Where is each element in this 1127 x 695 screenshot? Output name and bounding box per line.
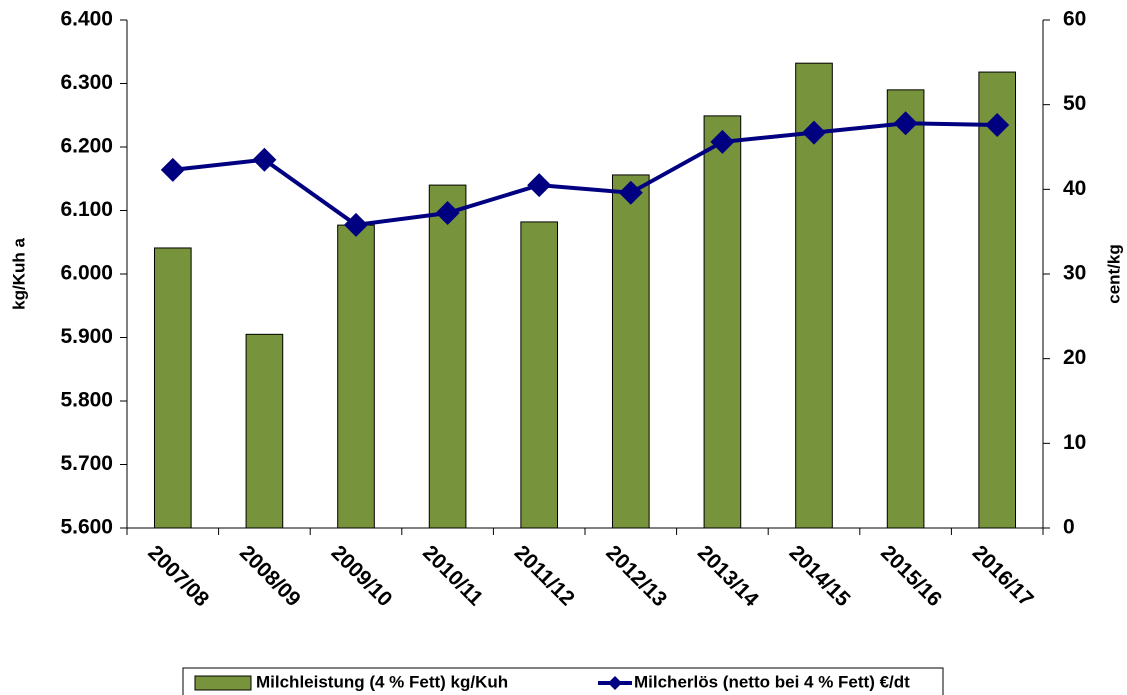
bar bbox=[337, 224, 375, 529]
y2-tick-label: 10 bbox=[1063, 431, 1086, 454]
x-tick-label: 2008/09 bbox=[235, 541, 305, 611]
y-tick-label: 5.800 bbox=[60, 389, 113, 412]
y2-tick-label: 0 bbox=[1063, 516, 1075, 539]
legend-label: Milchleistung (4 % Fett) kg/Kuh bbox=[256, 672, 508, 691]
y-tick-label: 5.600 bbox=[60, 516, 113, 539]
bar bbox=[520, 221, 559, 529]
legend-marker bbox=[608, 676, 622, 690]
y-tick-label: 6.000 bbox=[60, 262, 113, 285]
y-tick-label: 6.400 bbox=[60, 8, 113, 31]
y-tick-label: 5.700 bbox=[60, 452, 113, 475]
y2-tick-label: 40 bbox=[1063, 177, 1086, 200]
bar bbox=[611, 174, 650, 529]
bar bbox=[886, 89, 925, 529]
y-tick-label: 6.200 bbox=[60, 135, 113, 158]
x-tick-label: 2009/10 bbox=[327, 541, 397, 611]
marker bbox=[985, 112, 1010, 137]
marker bbox=[527, 173, 552, 198]
bar bbox=[703, 115, 742, 529]
marker bbox=[435, 201, 460, 226]
marker bbox=[618, 180, 643, 205]
x-tick-label: 2013/14 bbox=[693, 541, 763, 611]
bar bbox=[428, 184, 467, 529]
x-tick-label: 2012/13 bbox=[601, 541, 671, 611]
x-tick-label: 2014/15 bbox=[785, 541, 855, 611]
marker bbox=[160, 157, 185, 182]
y2-tick-label: 20 bbox=[1063, 346, 1086, 369]
marker bbox=[802, 120, 826, 145]
y2-tick-label: 60 bbox=[1063, 8, 1086, 31]
legend-label: Milcherlös (netto bei 4 % Fett) €/dt bbox=[634, 672, 910, 691]
line bbox=[172, 121, 998, 227]
bar bbox=[245, 333, 284, 529]
y-axis-title: kg/Kuh a bbox=[9, 238, 28, 310]
marker bbox=[344, 212, 368, 237]
bar bbox=[153, 247, 192, 529]
x-tick-label: 2015/16 bbox=[876, 541, 946, 611]
marker bbox=[893, 111, 918, 136]
x-tick-label: 2007/08 bbox=[143, 541, 213, 611]
legend-swatch bbox=[194, 675, 252, 691]
y-tick-label: 6.100 bbox=[60, 198, 113, 221]
x-tick-label: 2016/17 bbox=[968, 541, 1038, 611]
y2-tick-label: 50 bbox=[1063, 92, 1086, 115]
y2-axis-title: cent/kg bbox=[1104, 244, 1123, 304]
x-tick-label: 2011/12 bbox=[510, 541, 579, 610]
y-tick-label: 5.900 bbox=[60, 325, 113, 348]
bar bbox=[978, 71, 1017, 529]
legend-box bbox=[182, 667, 944, 695]
marker bbox=[710, 129, 735, 154]
x-tick-label: 2010/11 bbox=[418, 541, 487, 610]
y2-tick-label: 30 bbox=[1063, 262, 1086, 285]
y-tick-label: 6.300 bbox=[60, 71, 113, 94]
marker bbox=[252, 147, 277, 172]
